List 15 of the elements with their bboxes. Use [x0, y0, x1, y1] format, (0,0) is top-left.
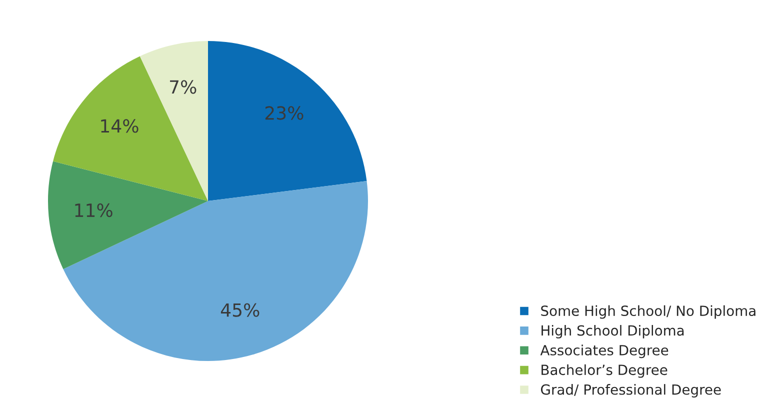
- data-label: 11%: [75, 203, 112, 218]
- pie-slice: [63, 180, 368, 361]
- data-label: 7%: [170, 80, 196, 94]
- pie-slice: [140, 41, 208, 201]
- legend-label: High School Diploma: [542, 324, 684, 338]
- legend-label: Associates Degree: [540, 344, 668, 358]
- legend-label: Some High School/ No Diploma: [541, 305, 756, 319]
- data-label: 23%: [265, 106, 304, 120]
- pie-slice: [53, 56, 208, 201]
- data-label: 14%: [101, 119, 138, 133]
- legend-label: Grad/ Professional Degree: [541, 384, 721, 398]
- pie-slice: [48, 161, 208, 270]
- data-label: 45%: [220, 303, 260, 317]
- legend-label: Bachelor’s Degree: [542, 364, 668, 378]
- pie-slice: [208, 41, 367, 201]
